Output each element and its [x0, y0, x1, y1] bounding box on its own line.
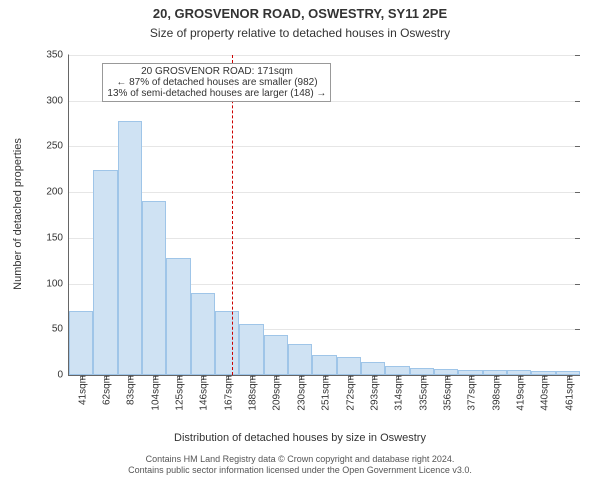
x-tick-label: 230sqm	[294, 375, 307, 411]
page-title: 20, GROSVENOR ROAD, OSWESTRY, SY11 2PE	[0, 6, 600, 21]
x-tick-label: 314sqm	[392, 375, 405, 411]
x-tick-label: 272sqm	[343, 375, 356, 411]
histogram-bar	[118, 121, 142, 375]
gridline-h	[69, 192, 579, 193]
y-tick-mark	[575, 329, 580, 330]
y-tick-mark	[575, 375, 580, 376]
x-tick-label: 335sqm	[416, 375, 429, 411]
histogram-bar	[69, 311, 93, 375]
x-tick-label: 167sqm	[221, 375, 234, 411]
gridline-h	[69, 146, 579, 147]
histogram-bar	[264, 335, 288, 375]
histogram-bar	[288, 344, 312, 375]
x-tick-label: 398sqm	[489, 375, 502, 411]
x-axis-label: Distribution of detached houses by size …	[0, 432, 600, 444]
histogram-bar	[142, 201, 166, 375]
x-tick-label: 188sqm	[246, 375, 259, 411]
x-tick-label: 440sqm	[538, 375, 551, 411]
x-tick-label: 209sqm	[270, 375, 283, 411]
footer-line-1: Contains HM Land Registry data © Crown c…	[0, 454, 600, 465]
y-tick-label: 150	[46, 232, 69, 243]
footer-attribution: Contains HM Land Registry data © Crown c…	[0, 454, 600, 477]
x-tick-label: 62sqm	[100, 375, 113, 405]
x-tick-label: 293sqm	[367, 375, 380, 411]
x-tick-label: 251sqm	[319, 375, 332, 411]
chart-plot-area: 20 GROSVENOR ROAD: 171sqm ← 87% of detac…	[68, 54, 580, 376]
x-tick-label: 461sqm	[562, 375, 575, 411]
x-tick-label: 146sqm	[197, 375, 210, 411]
y-tick-mark	[575, 238, 580, 239]
y-tick-label: 300	[46, 95, 69, 106]
histogram-bar	[361, 362, 385, 375]
marker-line	[232, 55, 233, 375]
histogram-bar	[385, 366, 409, 375]
annotation-line-3: 13% of semi-detached houses are larger (…	[107, 88, 326, 99]
x-tick-label: 41sqm	[75, 375, 88, 405]
annotation-line-2: ← 87% of detached houses are smaller (98…	[107, 77, 326, 88]
x-tick-label: 104sqm	[148, 375, 161, 411]
histogram-bar	[410, 368, 434, 375]
y-tick-label: 50	[52, 324, 69, 335]
x-tick-label: 419sqm	[513, 375, 526, 411]
y-tick-mark	[575, 101, 580, 102]
y-tick-label: 250	[46, 141, 69, 152]
histogram-bar	[239, 324, 263, 375]
y-tick-label: 350	[46, 50, 69, 61]
y-tick-label: 100	[46, 278, 69, 289]
x-tick-label: 125sqm	[173, 375, 186, 411]
page-subtitle: Size of property relative to detached ho…	[0, 26, 600, 40]
histogram-bar	[215, 311, 239, 375]
y-tick-mark	[575, 146, 580, 147]
x-tick-label: 83sqm	[124, 375, 137, 405]
histogram-bar	[166, 258, 190, 375]
annotation-line-1: 20 GROSVENOR ROAD: 171sqm	[107, 66, 326, 77]
y-tick-label: 200	[46, 187, 69, 198]
histogram-bar	[191, 293, 215, 375]
footer-line-2: Contains public sector information licen…	[0, 465, 600, 476]
annotation-box: 20 GROSVENOR ROAD: 171sqm ← 87% of detac…	[102, 63, 331, 102]
x-tick-label: 356sqm	[440, 375, 453, 411]
histogram-bar	[312, 355, 336, 375]
y-tick-label: 0	[57, 370, 69, 381]
gridline-h	[69, 55, 579, 56]
y-tick-mark	[575, 192, 580, 193]
x-tick-label: 377sqm	[465, 375, 478, 411]
y-axis-label: Number of detached properties	[12, 54, 24, 374]
y-tick-mark	[575, 55, 580, 56]
histogram-bar	[337, 357, 361, 375]
histogram-bar	[93, 170, 117, 375]
y-tick-mark	[575, 284, 580, 285]
